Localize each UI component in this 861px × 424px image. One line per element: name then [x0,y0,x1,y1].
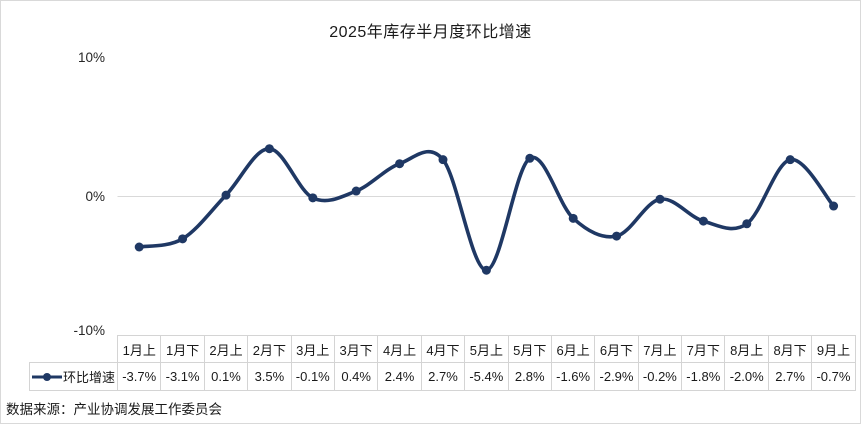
data-point-marker [829,201,839,211]
table-value-cell: -2.0% [724,362,769,391]
data-point-marker [438,155,448,165]
data-point-marker [655,194,665,204]
data-point-marker [525,153,535,163]
table-value-cell: -2.9% [594,362,639,391]
data-point-marker [134,242,144,252]
table-corner-spacer [30,336,118,363]
table-value-cell: -3.1% [160,362,205,391]
table-value-cell: -0.7% [811,362,856,391]
table-value-cell: -0.2% [637,362,683,391]
table-value-cell: -3.7% [117,362,162,391]
table-header-cell: 4月下 [420,335,466,363]
series-line [137,146,836,273]
table-header-cell: 4月上 [377,335,422,363]
table-value-cell: 2.7% [767,362,813,391]
data-point-marker [178,234,188,244]
data-point-marker [568,213,578,223]
series-line-marker-icon [32,372,62,381]
y-axis-tick-10: 10% [77,50,105,65]
table-header-cell: 7月上 [637,335,683,363]
data-point-marker [481,265,491,275]
table-header-cell: 7月下 [681,335,726,363]
data-point-marker [351,186,361,196]
table-header-cell: 3月下 [333,335,379,363]
data-point-marker [264,144,274,154]
data-table: 1月上 1月下 2月上 2月下 3月上 3月下 4月上 4月下 5月上 5月下 … [28,335,856,391]
table-header-cell: 5月下 [507,335,552,363]
data-point-marker [698,216,708,226]
table-value-cell: 0.4% [333,362,379,391]
table-header-cell: 8月上 [724,335,769,363]
data-point-marker [785,155,795,165]
table-header-cell: 6月上 [550,335,596,363]
table-header-cell: 5月上 [464,335,509,363]
table-header-cell: 9月上 [811,335,856,363]
table-header-row: 1月上 1月下 2月上 2月下 3月上 3月下 4月上 4月下 5月上 5月下 … [30,335,856,363]
table-value-cell: 2.7% [420,362,466,391]
data-point-marker [395,159,405,169]
table-header-cell: 3月上 [290,335,335,363]
table-header-cell: 2月下 [247,335,292,363]
table-value-cell: -0.1% [290,362,335,391]
table-value-cell: -1.8% [681,362,726,391]
chart-title: 2025年库存半月度环比增速 [329,24,532,41]
data-point-marker [308,193,318,203]
data-point-marker [742,219,752,229]
legend-series-label: 环比增速 [63,370,116,385]
table-value-cell: 3.5% [247,362,292,391]
table-header-cell: 2月上 [203,335,249,363]
data-point-marker [612,231,622,241]
table-value-cell: -1.6% [550,362,596,391]
source-note: 数据来源：产业协调发展工作委员会 [6,402,222,417]
table-value-cell: 2.4% [377,362,422,391]
table-value-cell: 2.8% [507,362,552,391]
legend-cell: 环比增速 [28,362,119,391]
y-axis-tick-0: 0% [85,189,105,204]
table-header-cell: 1月上 [117,335,162,363]
y-axis-tick-neg10: -10% [73,323,105,338]
table-header-cell: 1月下 [160,335,205,363]
table-value-row: 环比增速 -3.7% -3.1% 0.1% 3.5% -0.1% 0.4% 2.… [28,362,856,391]
table-value-cell: 0.1% [203,362,249,391]
table-value-cell: -5.4% [464,362,509,391]
table-header-cell: 6月下 [594,335,639,363]
table-header-cell: 8月下 [767,335,813,363]
data-point-marker [221,190,231,200]
